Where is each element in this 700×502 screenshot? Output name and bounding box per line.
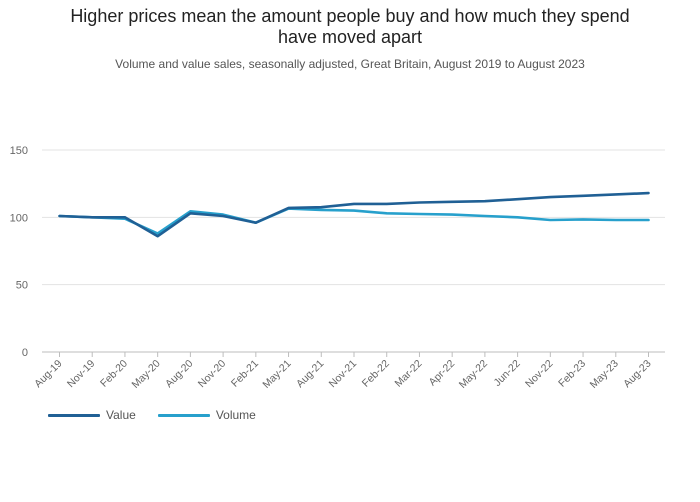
x-tick-label-Feb-21: Feb-21 xyxy=(229,358,261,390)
legend-label-value: Value xyxy=(106,408,136,422)
chart-subtitle: Volume and value sales, seasonally adjus… xyxy=(115,57,585,71)
x-tick-label-May-20: May-20 xyxy=(130,358,163,391)
legend-swatch-volume xyxy=(157,413,210,417)
x-tick-label-Jun-22: Jun-22 xyxy=(492,358,523,389)
x-tick-label-Nov-20: Nov-20 xyxy=(196,358,229,391)
x-tick-label-Aug-23: Aug-23 xyxy=(621,358,654,391)
chart-title-line-1: Higher prices mean the amount people buy… xyxy=(70,6,630,26)
legend-label-volume: Volume xyxy=(215,408,256,422)
x-tick-label-Nov-21: Nov-21 xyxy=(327,358,360,391)
x-tick-label-Apr-22: Apr-22 xyxy=(427,358,458,389)
series-line-value xyxy=(58,191,650,238)
y-tick-label-150: 150 xyxy=(10,145,28,157)
legend-item-volume[interactable]: Volume xyxy=(157,408,256,422)
y-tick-label-50: 50 xyxy=(16,280,28,292)
y-tick-label-100: 100 xyxy=(10,212,28,224)
x-tick-label-May-21: May-21 xyxy=(260,358,293,391)
x-tick-label-Mar-22: Mar-22 xyxy=(393,358,425,390)
x-tick-label-May-23: May-23 xyxy=(588,358,621,391)
x-tick-label-Feb-20: Feb-20 xyxy=(98,358,130,390)
x-tick-label-Aug-20: Aug-20 xyxy=(163,358,196,391)
legend-swatch-value xyxy=(48,413,100,417)
chart-title-line-2: have moved apart xyxy=(277,27,423,47)
chart-legend: Value Volume xyxy=(48,408,278,422)
x-tick-label-Feb-23: Feb-23 xyxy=(556,358,588,390)
x-tick-label-May-22: May-22 xyxy=(457,358,490,391)
x-tick-label-Feb-22: Feb-22 xyxy=(360,358,392,390)
series-line-volume xyxy=(58,207,650,235)
x-tick-label-Aug-21: Aug-21 xyxy=(294,358,327,391)
y-tick-label-0: 0 xyxy=(22,347,28,359)
x-tick-label-Nov-22: Nov-22 xyxy=(523,358,556,391)
chart-title: Higher prices mean the amount people buy… xyxy=(0,6,700,48)
legend-item-value[interactable]: Value xyxy=(48,408,136,422)
x-tick-label-Aug-19: Aug-19 xyxy=(32,358,65,391)
x-tick-label-Nov-19: Nov-19 xyxy=(65,358,98,391)
